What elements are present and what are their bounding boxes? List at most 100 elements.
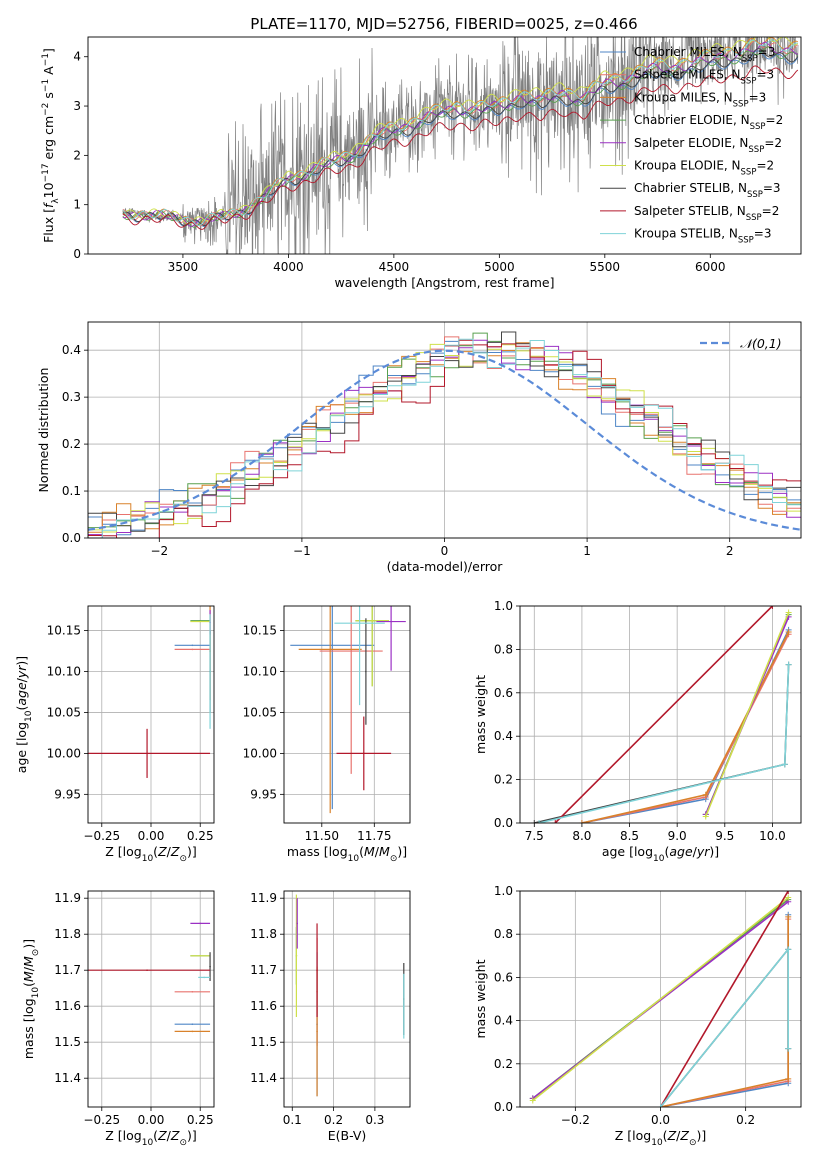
- x-tick-label: 4500: [379, 260, 410, 274]
- y-axis-label-part: −1: [41, 79, 51, 92]
- legend-entry-name: Chabrier MILES, N: [634, 45, 742, 59]
- x-tick-label: 0.2: [324, 1113, 343, 1127]
- x-axis-label-part: ⊙: [390, 854, 398, 864]
- x-axis-label-part: (data-model)/error: [387, 559, 504, 574]
- errorbar-point: [295, 955, 298, 957]
- y-tick-label: 11.9: [54, 891, 81, 905]
- y-axis-label-part: mass [log: [21, 998, 36, 1059]
- legend-entry: Salpeter ELODIE, NSSP=2: [634, 136, 782, 155]
- x-axis-label-part: M: [379, 844, 390, 859]
- y-tick-label: 0.6: [494, 970, 513, 984]
- y-tick-label: 11.5: [54, 1035, 81, 1049]
- x-axis-label-part: E(B-V): [328, 1128, 367, 1143]
- y-axis-label-part: M: [21, 971, 36, 982]
- mass-weight-marker: [785, 913, 792, 920]
- mass-weight-line: [660, 914, 790, 1107]
- errorbar-point: [296, 922, 299, 925]
- x-axis-label-part: Z: [170, 844, 180, 859]
- panel-weight-vs-Z: −0.2 0.0 0.20.00.20.40.60.81.0Z [log10(Z/Z…: [473, 884, 802, 1148]
- errorbar-point: [209, 965, 211, 968]
- mass-weight-line: [581, 633, 790, 823]
- legend-entry: 𝒩(0,1): [740, 336, 782, 351]
- legend-entry: Salpeter MILES, NSSP=3: [634, 68, 774, 87]
- y-tick-label: 10.10: [47, 665, 81, 679]
- x-tick-label: −1: [293, 544, 311, 558]
- legend-entry-tail: =3: [756, 68, 774, 82]
- mass-weight-marker: [536, 820, 543, 823]
- plot-area-spectrum: [122, 37, 799, 254]
- mass-weight-line: [704, 612, 790, 817]
- legend-entry-name: Salpeter MILES, N: [634, 68, 741, 82]
- y-axis-label-part: −17: [41, 163, 51, 182]
- y-tick-label: 0.4: [494, 729, 513, 743]
- y-tick-label: 9.95: [250, 787, 277, 801]
- y-tick-label: 11.8: [54, 927, 81, 941]
- x-axis-label: age [log10(age/yr)]: [602, 844, 719, 864]
- x-axis-label-part: Z: [679, 1128, 689, 1143]
- x-tick-label: 11.75: [357, 829, 391, 843]
- legend-entry-sub: SSP: [738, 236, 754, 246]
- y-axis-label-part: mass weight: [473, 675, 488, 754]
- errorbar-point: [203, 976, 205, 979]
- y-axis-label-part: Flux [: [41, 208, 56, 243]
- x-axis-label-part: /: [375, 844, 380, 859]
- x-tick-label: 7.5: [525, 829, 544, 843]
- plot-area-age-vs-mass: [290, 606, 406, 814]
- legend-entry-sub: SSP: [750, 122, 766, 132]
- y-tick-label: 10.00: [47, 746, 81, 760]
- x-axis-label-part: Z: [667, 1128, 677, 1143]
- x-axis-label-part: /: [693, 844, 698, 859]
- x-tick-label: 0.25: [187, 1113, 214, 1127]
- errorbar-point: [191, 1023, 194, 1025]
- x-axis-label-part: Z [log: [105, 844, 141, 859]
- errorbar-point: [316, 1030, 318, 1033]
- legend-entry-sub: SSP: [742, 54, 758, 64]
- x-axis-label-part: ⊙: [179, 1138, 187, 1148]
- mass-weight-marker: [785, 1045, 792, 1052]
- legend-entry: Kroupa MILES, NSSP=3: [634, 90, 766, 109]
- legend-entry-name: Kroupa ELODIE, N: [634, 159, 741, 173]
- panel-mass-vs-Z: −0.25 0.00 0.25 11.4 11.5 11.6 11.7 11.8 11.9 Z […: [21, 890, 215, 1148]
- errorbar-point: [191, 644, 194, 647]
- legend-entry-name: Chabrier STELIB, N: [634, 181, 747, 195]
- x-axis-label-part: )]: [696, 1128, 706, 1143]
- x-axis-label-part: 10: [142, 854, 154, 864]
- legend-entry: Kroupa ELODIE, NSSP=2: [634, 159, 774, 178]
- mass-weight-marker: [657, 1104, 664, 1107]
- y-axis-label: mass weight: [473, 959, 488, 1038]
- errorbar-point: [350, 650, 353, 652]
- x-axis-label: wavelength [Angstrom, rest frame]: [334, 275, 554, 290]
- mass-weight-marker: [785, 891, 792, 894]
- y-axis-label-part: age: [14, 682, 29, 706]
- y-tick-label: 0.8: [494, 642, 513, 656]
- y-axis-label-part: age [log: [14, 722, 29, 773]
- mass-weight-marker: [785, 1075, 792, 1082]
- axes-frame: [87, 321, 802, 539]
- errorbar-point: [209, 670, 211, 673]
- y-axis-label: mass [log10(M/M⊙)]: [21, 939, 41, 1059]
- gaussian-reference-curve: [88, 349, 801, 531]
- y-tick-label: 11.4: [250, 1071, 277, 1085]
- y-tick-label: 11.9: [250, 891, 277, 905]
- errorbar-point: [199, 955, 202, 957]
- legend-entry-sub: SSP: [748, 145, 764, 155]
- y-tick-label: 0.6: [494, 686, 513, 700]
- errorbar-point: [199, 922, 202, 925]
- x-axis-label-part: 10: [653, 854, 665, 864]
- y-axis-label-part: /: [14, 677, 29, 682]
- model-spectrum-line: [122, 40, 799, 226]
- errorbar-point: [390, 620, 392, 623]
- legend-entry-name: Kroupa STELIB, N: [634, 227, 738, 241]
- axes-frame: [87, 36, 802, 255]
- mass-weight-marker: [552, 820, 559, 823]
- y-axis-label-part: −1: [41, 53, 51, 66]
- legend-entry: Kroupa STELIB, NSSP=3: [634, 227, 772, 246]
- legend-entry-sub: SSP: [733, 99, 749, 109]
- y-axis-label: mass weight: [473, 675, 488, 754]
- legend-entry-tail: =3: [763, 181, 781, 195]
- x-tick-label: 0.1: [283, 1113, 302, 1127]
- errorbar-point: [146, 969, 148, 971]
- y-tick-label: 0.3: [62, 390, 81, 404]
- axes-frame: [87, 605, 215, 824]
- errorbar-point: [191, 648, 194, 651]
